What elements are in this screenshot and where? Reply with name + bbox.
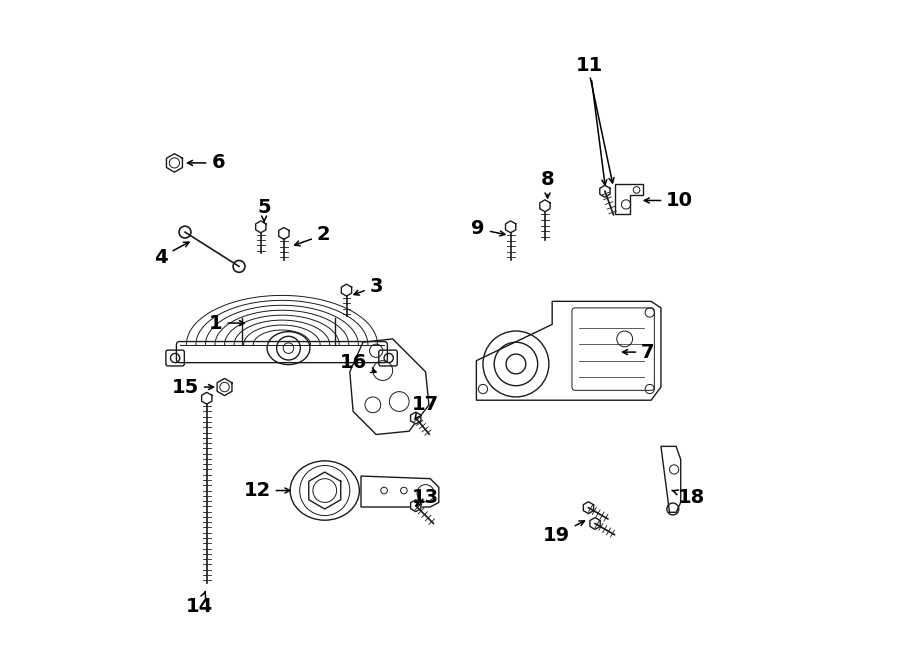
Polygon shape (341, 284, 352, 296)
Text: 6: 6 (187, 154, 225, 172)
Text: 5: 5 (257, 197, 271, 222)
Polygon shape (590, 518, 600, 530)
Text: 3: 3 (354, 277, 383, 296)
Polygon shape (410, 412, 421, 424)
Text: 14: 14 (186, 592, 213, 616)
Text: 17: 17 (411, 395, 438, 420)
Polygon shape (410, 500, 421, 512)
Text: 7: 7 (623, 343, 654, 361)
Polygon shape (256, 221, 266, 233)
Polygon shape (506, 221, 516, 233)
Polygon shape (583, 502, 594, 514)
Text: 13: 13 (411, 488, 438, 506)
Polygon shape (202, 393, 211, 404)
Polygon shape (279, 228, 289, 240)
Text: 10: 10 (644, 191, 693, 210)
Polygon shape (599, 185, 610, 197)
Text: 18: 18 (672, 488, 705, 506)
Text: 12: 12 (243, 481, 290, 500)
Text: 4: 4 (154, 242, 189, 267)
Text: 19: 19 (543, 521, 584, 545)
Text: 16: 16 (339, 353, 376, 373)
Text: 2: 2 (294, 225, 330, 246)
Text: 1: 1 (209, 314, 245, 332)
Polygon shape (540, 200, 550, 212)
Text: 9: 9 (472, 219, 505, 238)
Text: 11: 11 (576, 56, 607, 185)
Text: 8: 8 (541, 170, 554, 198)
Text: 15: 15 (172, 377, 213, 397)
